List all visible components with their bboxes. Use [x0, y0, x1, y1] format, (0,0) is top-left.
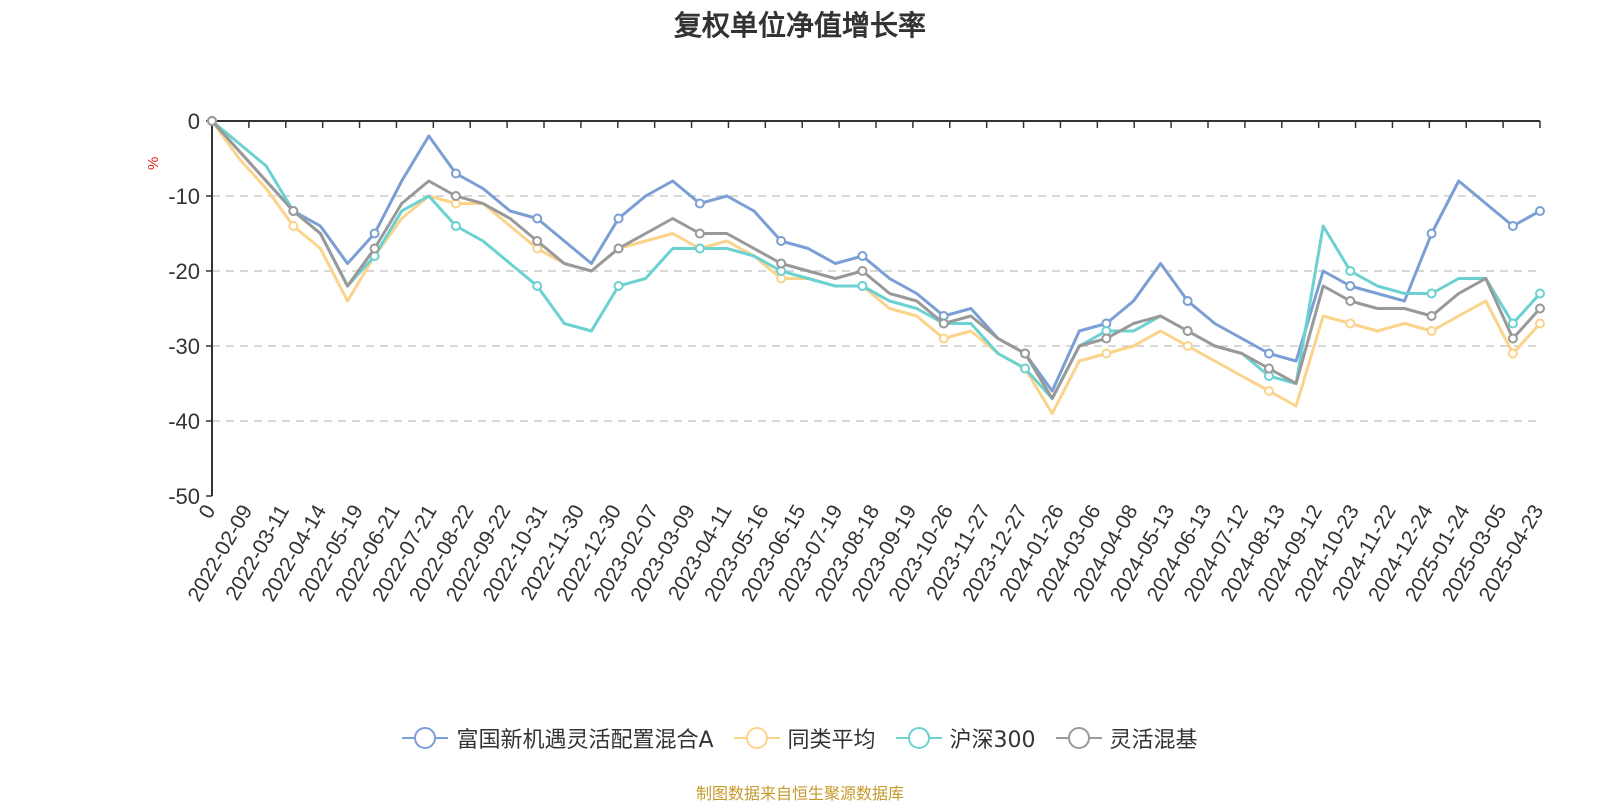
- series-lines: [207, 116, 1545, 415]
- data-point[interactable]: [1507, 333, 1518, 344]
- series-line-0: [210, 119, 1541, 393]
- data-point[interactable]: [1020, 348, 1031, 359]
- data-point[interactable]: [532, 236, 543, 246]
- data-point[interactable]: [776, 236, 787, 246]
- data-point[interactable]: [450, 191, 461, 201]
- legend-item[interactable]: 灵活混基: [1055, 722, 1198, 754]
- y-tick-label: -20: [168, 259, 200, 284]
- data-point[interactable]: [1426, 326, 1437, 336]
- legend-item[interactable]: 富国新机遇灵活配置混合A: [402, 722, 714, 754]
- series-line-3: [210, 119, 1542, 400]
- data-point[interactable]: [1020, 363, 1031, 374]
- data-point[interactable]: [1345, 318, 1356, 329]
- series-line-1: [210, 120, 1542, 415]
- data-point[interactable]: [694, 243, 705, 254]
- y-tick-label: -30: [168, 334, 200, 359]
- data-point[interactable]: [369, 228, 380, 239]
- y-tick-label: -50: [168, 484, 200, 509]
- data-point[interactable]: [694, 228, 705, 239]
- data-point[interactable]: [1182, 326, 1193, 336]
- legend-label: 沪深300: [949, 728, 1036, 753]
- data-point[interactable]: [938, 333, 949, 344]
- data-point[interactable]: [1182, 341, 1193, 351]
- data-point[interactable]: [1507, 318, 1518, 329]
- data-point[interactable]: [857, 281, 868, 291]
- data-point[interactable]: [1345, 281, 1356, 291]
- data-point[interactable]: [1101, 333, 1112, 344]
- legend-marker-icon: [895, 727, 942, 749]
- data-point[interactable]: [1535, 206, 1545, 216]
- legend-marker-icon: [1055, 727, 1102, 749]
- data-point[interactable]: [613, 243, 624, 254]
- data-point[interactable]: [776, 258, 787, 269]
- data-point[interactable]: [207, 116, 217, 126]
- legend-label: 富国新机遇灵活配置混合A: [456, 728, 714, 753]
- data-point[interactable]: [1182, 296, 1193, 306]
- y-tick-label: -40: [168, 409, 200, 434]
- data-point[interactable]: [1426, 228, 1437, 239]
- data-point[interactable]: [532, 281, 543, 291]
- data-point[interactable]: [288, 221, 299, 231]
- data-point[interactable]: [369, 243, 380, 254]
- data-point[interactable]: [857, 266, 868, 276]
- data-point[interactable]: [1101, 348, 1112, 359]
- data-point[interactable]: [288, 206, 299, 216]
- axes: 0-10-20-30-40-5002022-02-092022-03-11202…: [168, 109, 1548, 606]
- data-point[interactable]: [1263, 386, 1274, 396]
- data-point[interactable]: [1426, 288, 1437, 299]
- legend-label: 同类平均: [787, 728, 876, 753]
- data-point[interactable]: [1535, 288, 1545, 299]
- series-line-2: [211, 119, 1542, 400]
- source-note: 制图数据来自恒生聚源数据库: [695, 784, 904, 803]
- legend-marker-icon: [733, 727, 780, 749]
- legend-item[interactable]: 同类平均: [733, 722, 876, 754]
- y-axis-unit-label: %: [145, 157, 162, 170]
- data-point[interactable]: [938, 318, 949, 329]
- data-point[interactable]: [1345, 266, 1356, 276]
- data-point[interactable]: [1263, 363, 1274, 374]
- data-point[interactable]: [1345, 296, 1356, 306]
- data-point[interactable]: [694, 198, 705, 209]
- legend-item[interactable]: 沪深300: [895, 722, 1036, 754]
- data-point[interactable]: [857, 251, 868, 261]
- data-point[interactable]: [1535, 303, 1545, 314]
- data-point[interactable]: [1507, 221, 1518, 231]
- legend: 富国新机遇灵活配置混合A 同类平均 沪深300 灵活混基: [0, 722, 1600, 754]
- x-tick-label: 0: [195, 501, 221, 523]
- y-tick-label: -10: [168, 184, 200, 209]
- data-point[interactable]: [532, 213, 543, 224]
- chart-title: 复权单位净值增长率: [673, 9, 926, 42]
- legend-label: 灵活混基: [1109, 728, 1198, 753]
- data-point[interactable]: [1426, 311, 1437, 321]
- data-point[interactable]: [450, 221, 461, 231]
- data-point[interactable]: [1535, 318, 1545, 329]
- data-point[interactable]: [1507, 348, 1518, 359]
- y-tick-label: 0: [188, 109, 200, 134]
- legend-marker-icon: [402, 727, 449, 749]
- data-point[interactable]: [1263, 348, 1274, 359]
- data-point[interactable]: [450, 168, 461, 179]
- data-point[interactable]: [613, 281, 624, 291]
- gridlines: [212, 195, 1540, 422]
- data-point[interactable]: [613, 213, 624, 224]
